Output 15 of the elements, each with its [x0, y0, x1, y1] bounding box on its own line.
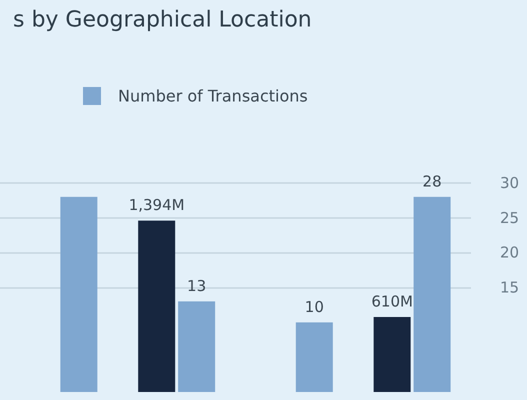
- chart-title: s by Geographical Location: [13, 8, 312, 32]
- y2-tick-label: 15: [500, 278, 520, 296]
- data-label: 610M: [371, 292, 413, 311]
- data-label: 28: [422, 172, 442, 190]
- bar: [296, 322, 333, 392]
- legend-label: Number of Transactions: [118, 86, 308, 106]
- data-label: 13: [187, 276, 206, 295]
- y2-tick-label: 25: [500, 208, 520, 227]
- data-label: 10: [304, 298, 324, 316]
- bar: [414, 196, 451, 392]
- y2-tick-label: 20: [500, 244, 520, 262]
- bar: [178, 301, 216, 392]
- data-label: 1,394M: [128, 196, 185, 214]
- y2-tick-label: 30: [500, 174, 520, 192]
- bar: [60, 196, 98, 392]
